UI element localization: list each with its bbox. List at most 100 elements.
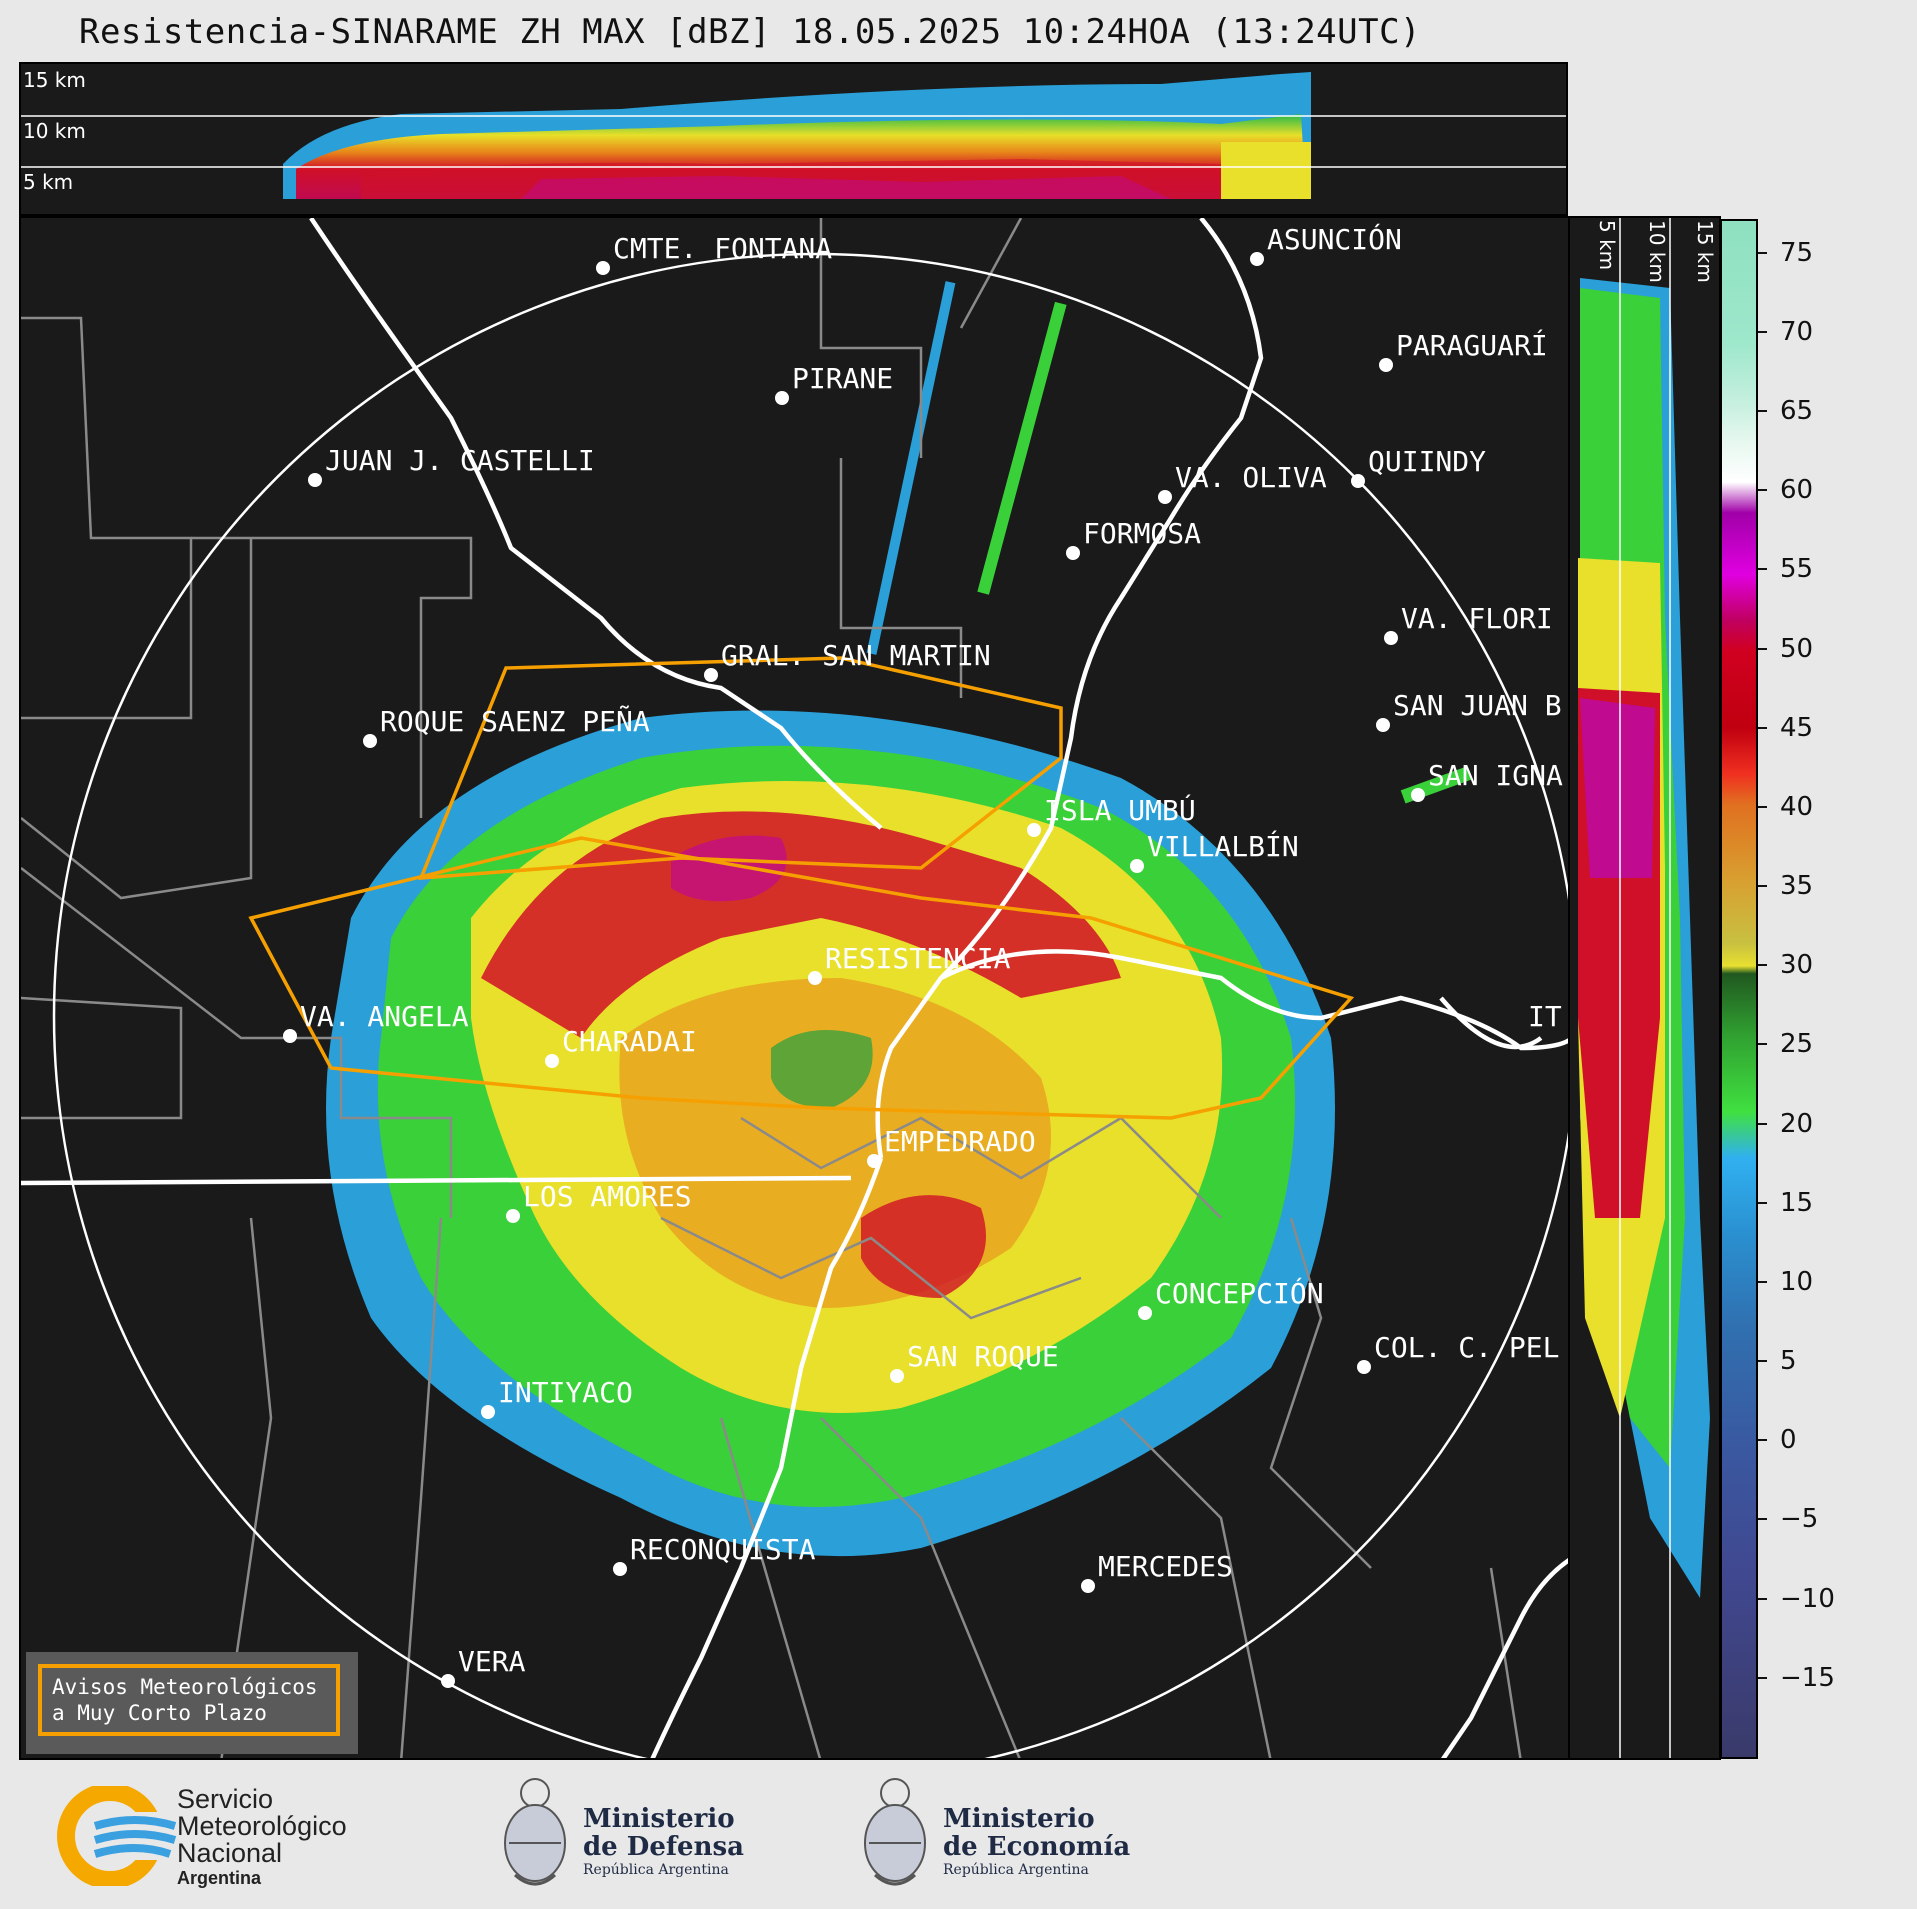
city-label-charadai: CHARADAI (562, 1025, 697, 1058)
city-label-col-c-pel: COL. C. PEL (1374, 1331, 1559, 1364)
top-altitude-label-15: 15 km (23, 68, 86, 92)
city-label-vera: VERA (458, 1645, 526, 1678)
colorbar-tick-label: 10 (1780, 1266, 1814, 1297)
city-label-mercedes: MERCEDES (1098, 1550, 1233, 1583)
warning-polygons[interactable] (248, 656, 1355, 1120)
city-label-intiyaco: INTIYACO (498, 1376, 633, 1409)
city-label-asuncion: ASUNCIÓN (1267, 222, 1402, 256)
city-label-reconquista: RECONQUISTA (630, 1533, 816, 1566)
defensa-line-3: República Argentina (583, 1862, 729, 1878)
economia-line-3: República Argentina (943, 1862, 1089, 1878)
colorbar-tick-mark (1758, 885, 1767, 888)
city-label-villalbin: VILLALBÍN (1147, 829, 1299, 863)
colorbar-tick-mark (1758, 964, 1767, 967)
colorbar (1720, 219, 1758, 1759)
city-label-roque-saenz-pena: ROQUE SAENZ PEÑA (380, 704, 650, 738)
colorbar-tick-label: −10 (1780, 1583, 1835, 1614)
coat-of-arms-icon (864, 1778, 926, 1886)
economia-line-1: Ministerio (943, 1804, 1095, 1834)
range-ring (52, 252, 1568, 1758)
city-label-quiindy: QUIINDY (1368, 445, 1486, 478)
coat-of-arms-icon (504, 1778, 566, 1886)
city-label-gral-san-martin: GRAL. SAN MARTIN (721, 639, 991, 672)
city-label-va-angela: VA. ANGELA (300, 1000, 469, 1033)
colorbar-tick-label: 40 (1780, 791, 1814, 822)
city-labels: CMTE. FONTANA ASUNCIÓN PARAGUARÍ PIRANE … (300, 222, 1563, 1678)
colorbar-tick-mark (1758, 1280, 1767, 1283)
colorbar-tick-label: −15 (1780, 1662, 1835, 1693)
colorbar-tick-mark (1758, 1439, 1767, 1442)
smn-line-1: Servicio (177, 1784, 274, 1814)
smn-line-4: Argentina (177, 1868, 262, 1888)
colorbar-tick-mark (1758, 726, 1767, 729)
economia-logo: Ministerio de Economía República Argenti… (855, 1775, 1135, 1900)
city-label-pirane: PIRANE (792, 362, 893, 395)
colorbar-tick-mark (1758, 1676, 1767, 1679)
smn-line-3: Nacional (177, 1838, 283, 1868)
city-markers (283, 252, 1425, 1688)
city-label-va-flori: VA. FLORI (1401, 602, 1553, 635)
colorbar-tick-mark (1758, 1201, 1767, 1204)
smn-logo: Servicio Meteorológico Nacional Argentin… (55, 1782, 395, 1892)
top-altitude-label-5: 5 km (23, 170, 73, 194)
colorbar-tick-label: 55 (1780, 554, 1814, 585)
colorbar-tick-mark (1758, 568, 1767, 571)
city-label-it: IT (1528, 1000, 1562, 1033)
city-label-san-juan-b: SAN JUAN B (1393, 689, 1562, 722)
colorbar-tick-label: 45 (1780, 712, 1814, 743)
city-label-formosa: FORMOSA (1083, 517, 1201, 550)
legend-line-2: a Muy Corto Plazo (52, 1701, 267, 1725)
city-label-empedrado: EMPEDRADO (884, 1125, 1036, 1158)
radar-echo (326, 281, 1472, 1557)
right-altitude-label-10: 10 km (1645, 220, 1669, 283)
warning-legend-box: Avisos Meteorológicos a Muy Corto Plazo (38, 1664, 340, 1736)
colorbar-tick-label: −5 (1780, 1504, 1819, 1535)
colorbar-tick-mark (1758, 1518, 1767, 1521)
colorbar-tick-label: 15 (1780, 1187, 1814, 1218)
city-label-juan-j-castelli: JUAN J. CASTELLI (325, 444, 595, 477)
right-altitude-label-15: 15 km (1693, 220, 1717, 283)
smn-line-2: Meteorológico (177, 1811, 347, 1841)
colorbar-tick-mark (1758, 1122, 1767, 1125)
colorbar-tick-mark (1758, 330, 1767, 333)
right-altitude-label-5: 5 km (1595, 220, 1619, 270)
colorbar-tick-label: 65 (1780, 396, 1814, 427)
colorbar-tick-label: 0 (1780, 1425, 1797, 1456)
city-label-resistencia: RESISTENCIA (825, 942, 1011, 975)
city-label-concepcion: CONCEPCIÓN (1155, 1276, 1324, 1310)
province-boundaries (21, 218, 1522, 1758)
right-cross-section: 5 km 10 km 15 km (1568, 216, 1721, 1760)
defensa-line-2: de Defensa (583, 1832, 744, 1862)
colorbar-tick-label: 50 (1780, 633, 1814, 664)
colorbar-tick-label: 70 (1780, 316, 1814, 347)
top-cross-section: 15 km 10 km 5 km (19, 62, 1568, 216)
colorbar-tick-mark (1758, 1043, 1767, 1046)
colorbar-tick-mark (1758, 647, 1767, 650)
colorbar-tick-mark (1758, 489, 1767, 492)
economia-line-2: de Economía (943, 1832, 1131, 1862)
colorbar-tick-mark (1758, 1597, 1767, 1600)
colorbar-tick-label: 5 (1780, 1346, 1797, 1377)
colorbar-tick-label: 35 (1780, 871, 1814, 902)
colorbar-tick-label: 25 (1780, 1029, 1814, 1060)
city-label-los-amores: LOS AMORES (523, 1180, 692, 1213)
colorbar-tick-mark (1758, 805, 1767, 808)
map-title: Resistencia-SINARAME ZH MAX [dBZ] 18.05.… (78, 12, 1422, 52)
colorbar-tick-mark (1758, 1360, 1767, 1363)
city-label-san-igna: SAN IGNA (1428, 759, 1563, 792)
radar-map[interactable]: CMTE. FONTANA ASUNCIÓN PARAGUARÍ PIRANE … (19, 216, 1570, 1760)
rivers (21, 218, 1568, 1758)
colorbar-tick-label: 20 (1780, 1108, 1814, 1139)
smn-emblem-icon (57, 1786, 185, 1886)
city-label-va-oliva: VA. OLIVA (1175, 461, 1327, 494)
colorbar-tick-mark (1758, 410, 1767, 413)
legend-line-1: Avisos Meteorológicos (52, 1675, 318, 1699)
defensa-logo: Ministerio de Defensa República Argentin… (495, 1775, 755, 1900)
colorbar-tick-label: 60 (1780, 475, 1814, 506)
city-label-paraguari: PARAGUARÍ (1396, 328, 1548, 362)
defensa-line-1: Ministerio (583, 1804, 735, 1834)
colorbar-tick-label: 75 (1780, 237, 1814, 268)
city-label-san-roque: SAN ROQUE (907, 1340, 1059, 1373)
city-label-cmte-fontana: CMTE. FONTANA (613, 232, 832, 265)
top-altitude-label-10: 10 km (23, 119, 86, 143)
